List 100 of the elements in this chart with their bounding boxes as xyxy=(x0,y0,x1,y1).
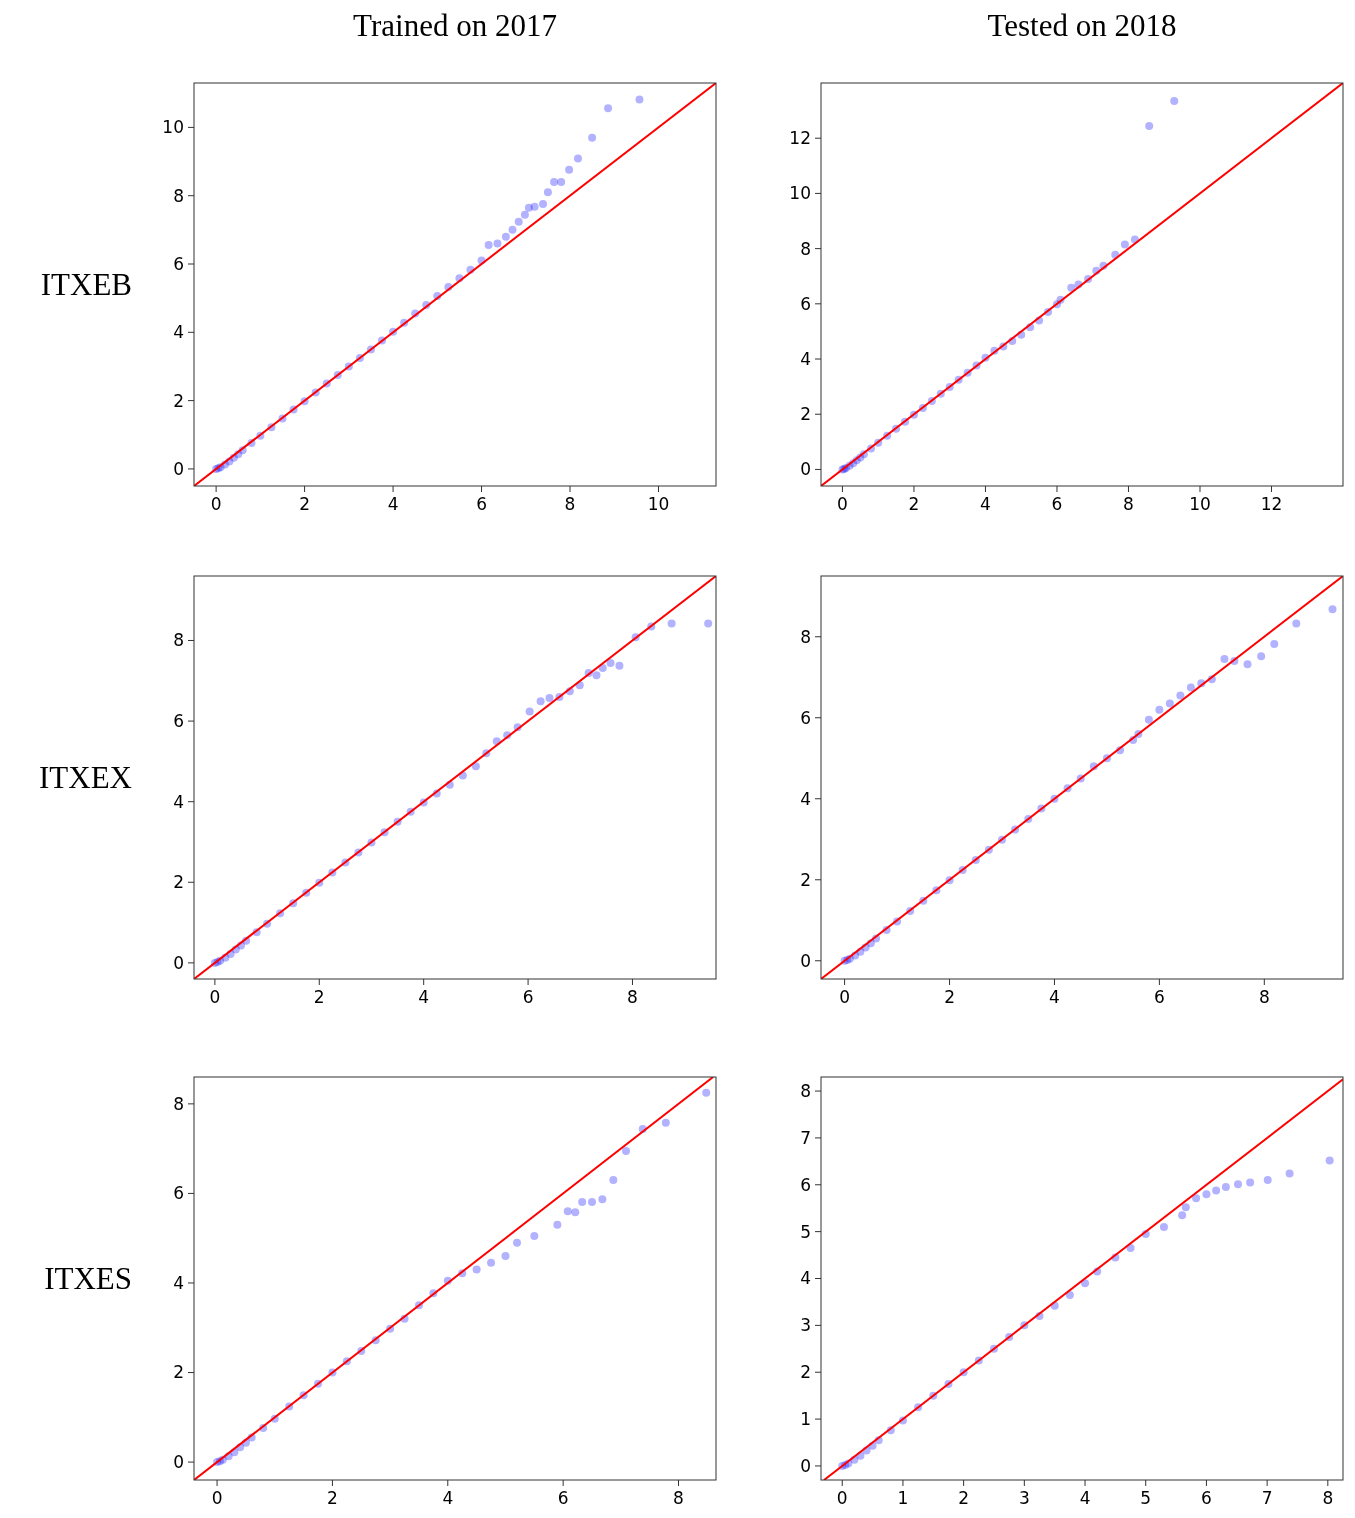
y-tick-label: 7 xyxy=(800,1127,811,1148)
x-tick-label: 6 xyxy=(557,1488,569,1508)
y-tick-label: 4 xyxy=(800,1268,811,1289)
y-tick-label: 2 xyxy=(800,1362,811,1383)
point xyxy=(557,178,566,187)
point xyxy=(1202,1190,1211,1199)
point xyxy=(550,178,559,187)
x-tick-label: 1 xyxy=(897,1488,909,1508)
point xyxy=(592,671,601,680)
point xyxy=(1178,1211,1187,1220)
y-tick-label: 0 xyxy=(800,950,811,971)
point xyxy=(615,661,624,670)
x-tick-label: 0 xyxy=(211,1488,223,1508)
y-tick-label: 4 xyxy=(800,348,811,369)
y-tick-label: 0 xyxy=(800,459,811,480)
y-tick-label: 10 xyxy=(162,117,184,138)
point xyxy=(1220,655,1229,664)
x-tick-label: 4 xyxy=(980,494,991,514)
y-tick-label: 8 xyxy=(173,1093,184,1114)
point xyxy=(622,1146,631,1155)
y-tick-label: 4 xyxy=(173,322,184,343)
point xyxy=(609,1175,618,1184)
y-tick-label: 8 xyxy=(173,630,184,651)
x-tick-label: 10 xyxy=(647,494,670,514)
y-tick-label: 6 xyxy=(800,707,811,728)
point xyxy=(1285,1169,1294,1178)
x-tick-label: 2 xyxy=(944,987,955,1007)
y-tick-label: 2 xyxy=(173,872,184,893)
y-tick-label: 6 xyxy=(800,1174,811,1195)
point xyxy=(472,1265,481,1274)
point xyxy=(1155,705,1164,714)
x-tick-label: 4 xyxy=(387,494,399,514)
x-tick-label: 0 xyxy=(837,494,848,514)
x-tick-label: 6 xyxy=(476,494,487,514)
x-tick-label: 3 xyxy=(1018,1488,1030,1508)
point xyxy=(493,239,502,248)
y-tick-label: 2 xyxy=(173,390,184,411)
point xyxy=(1243,660,1252,669)
point xyxy=(508,225,517,234)
point xyxy=(565,165,574,174)
x-tick-label: 2 xyxy=(327,1488,338,1508)
point xyxy=(661,1118,670,1127)
point xyxy=(573,154,582,163)
point xyxy=(1170,96,1179,105)
point xyxy=(1067,283,1076,292)
point xyxy=(530,202,539,211)
y-tick-label: 8 xyxy=(173,185,184,206)
point xyxy=(487,1258,496,1267)
point xyxy=(543,188,552,197)
y-tick-label: 8 xyxy=(800,1081,811,1102)
point xyxy=(1233,1180,1242,1189)
point xyxy=(604,104,613,113)
point xyxy=(1126,1244,1135,1253)
point xyxy=(530,1231,539,1240)
x-tick-label: 2 xyxy=(958,1488,970,1508)
x-tick-label: 12 xyxy=(1260,494,1283,514)
chart-title: Tested on 2018 xyxy=(987,8,1177,43)
x-tick-label: 8 xyxy=(1123,494,1134,514)
point xyxy=(545,694,554,703)
point xyxy=(1186,683,1195,692)
x-tick-label: 2 xyxy=(299,494,311,514)
x-tick-label: 2 xyxy=(313,987,325,1007)
y-tick-label: 0 xyxy=(800,1455,811,1476)
y-tick-label: 6 xyxy=(173,253,184,274)
y-axis-title: ITXES xyxy=(44,1261,132,1297)
y-tick-label: 12 xyxy=(789,128,811,149)
x-tick-label: 8 xyxy=(564,494,576,514)
y-tick-label: 3 xyxy=(800,1315,811,1336)
x-tick-label: 0 xyxy=(836,1488,848,1508)
point xyxy=(588,133,597,142)
y-tick-label: 6 xyxy=(173,1183,184,1204)
point xyxy=(702,1088,711,1097)
x-tick-label: 4 xyxy=(442,1488,454,1508)
point xyxy=(606,659,615,668)
x-tick-label: 2 xyxy=(908,494,920,514)
point xyxy=(1181,1203,1190,1212)
point xyxy=(525,707,534,716)
x-tick-label: 4 xyxy=(1079,1488,1091,1508)
point xyxy=(1257,652,1266,661)
point xyxy=(1192,1194,1201,1203)
chart-title: Trained on 2017 xyxy=(353,8,557,43)
y-tick-label: 6 xyxy=(800,293,811,314)
point xyxy=(520,210,529,219)
y-tick-label: 10 xyxy=(789,183,811,204)
x-tick-label: 5 xyxy=(1140,1488,1152,1508)
point xyxy=(1120,240,1129,249)
point xyxy=(667,619,676,628)
x-tick-label: 6 xyxy=(1051,494,1063,514)
x-tick-label: 8 xyxy=(1258,987,1270,1007)
point xyxy=(1212,1186,1221,1195)
point xyxy=(1325,1156,1334,1165)
point xyxy=(553,1220,562,1229)
x-tick-label: 8 xyxy=(673,1488,684,1508)
point xyxy=(704,619,713,628)
y-tick-label: 0 xyxy=(173,1452,184,1473)
point xyxy=(513,1238,522,1247)
y-tick-label: 4 xyxy=(173,791,184,812)
point xyxy=(539,199,548,208)
x-tick-label: 10 xyxy=(1189,494,1211,514)
point xyxy=(563,1207,572,1216)
